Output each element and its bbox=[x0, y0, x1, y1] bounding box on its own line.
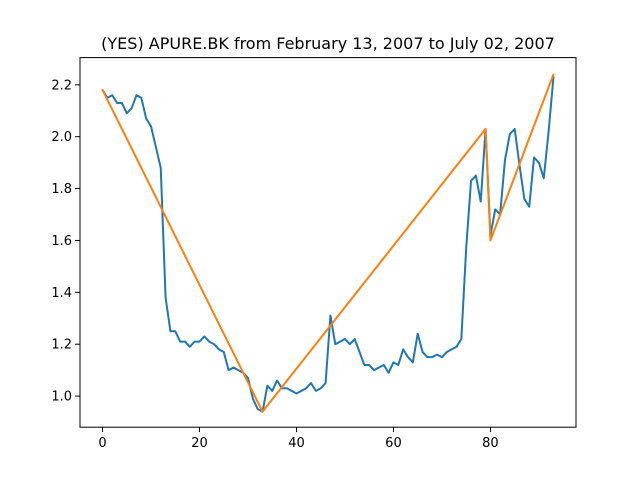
chart-title: (YES) APURE.BK from February 13, 2007 to… bbox=[101, 34, 555, 53]
x-tick-label: 80 bbox=[482, 436, 499, 451]
x-tick-label: 60 bbox=[385, 436, 402, 451]
tick-layer: 0 20 40 60 80 1.0 1.2 1.4 1.6 1.8 2.0 2.2 bbox=[51, 78, 498, 451]
y-tick-label: 1.0 bbox=[51, 390, 72, 405]
series-line-1 bbox=[101, 76, 555, 413]
x-tick-label: 20 bbox=[191, 436, 208, 451]
y-tick-label: 2.0 bbox=[51, 130, 72, 145]
x-tick-label: 40 bbox=[288, 436, 305, 451]
y-tick-label: 2.2 bbox=[51, 78, 72, 93]
y-tick-label: 1.4 bbox=[51, 286, 72, 301]
y-tick-label: 1.2 bbox=[51, 338, 72, 353]
plot-frame bbox=[79, 57, 577, 428]
y-tick-label: 1.6 bbox=[51, 234, 72, 249]
x-tick-label: 0 bbox=[98, 436, 106, 451]
series-layer bbox=[101, 73, 555, 413]
y-tick-label: 1.8 bbox=[51, 182, 72, 197]
series-line-2 bbox=[101, 73, 555, 413]
